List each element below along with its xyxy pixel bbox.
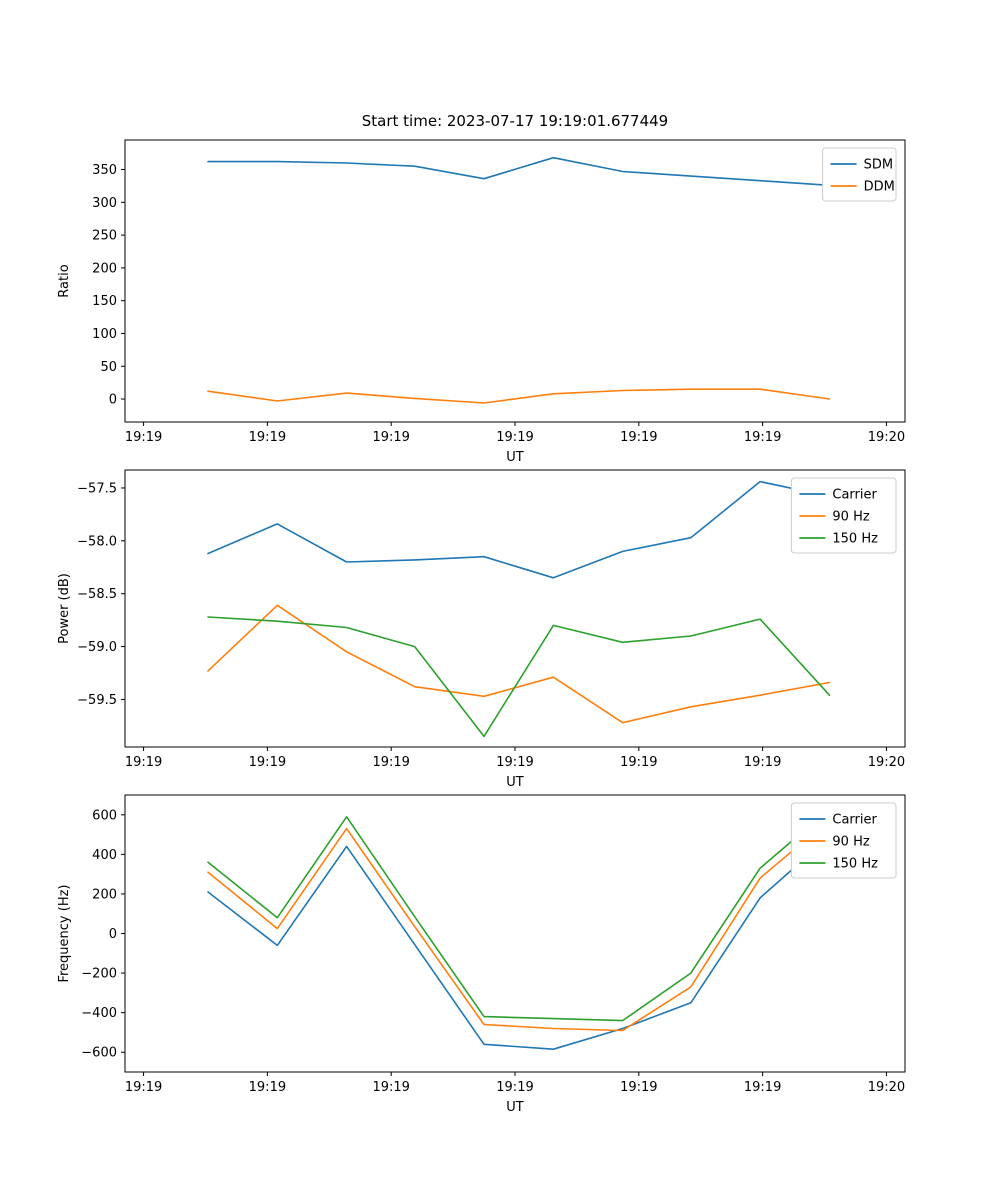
y-tick-label: −57.5 bbox=[77, 481, 117, 496]
legend-label: 150 Hz bbox=[832, 857, 878, 872]
y-tick-label: 600 bbox=[92, 808, 117, 823]
x-tick-label: 19:20 bbox=[868, 430, 905, 445]
x-tick-label: 19:19 bbox=[744, 755, 781, 770]
x-tick-label: 19:19 bbox=[620, 430, 657, 445]
x-tick-label: 19:19 bbox=[249, 1080, 286, 1095]
y-tick-label: −400 bbox=[81, 1006, 117, 1021]
ratio-x-axis-label: UT bbox=[506, 450, 524, 465]
y-tick-label: 200 bbox=[92, 887, 117, 902]
frequency-axes-frame bbox=[124, 794, 906, 1073]
ratio-legend: SDM DDM bbox=[822, 147, 897, 202]
y-tick-label: 0 bbox=[109, 393, 117, 408]
150-hz-line bbox=[207, 616, 831, 738]
x-tick-label: 19:19 bbox=[620, 1080, 657, 1095]
x-tick-label: 19:19 bbox=[496, 755, 533, 770]
legend-label: Carrier bbox=[832, 488, 877, 503]
y-tick-label: −58.0 bbox=[77, 534, 117, 549]
x-tick-label: 19:19 bbox=[496, 1080, 533, 1095]
legend-label: 90 Hz bbox=[832, 510, 869, 525]
y-tick-label: 300 bbox=[92, 196, 117, 211]
150-hz-line bbox=[207, 808, 831, 1022]
y-tick-label: −200 bbox=[81, 967, 117, 982]
x-tick-label: 19:19 bbox=[125, 430, 162, 445]
y-tick-label: 50 bbox=[100, 360, 117, 375]
legend-label: DDM bbox=[864, 180, 895, 195]
x-tick-label: 19:19 bbox=[372, 1080, 409, 1095]
y-tick-label: 400 bbox=[92, 848, 117, 863]
frequency-y-axis-label: Frequency (Hz) bbox=[57, 884, 72, 982]
frequency-legend: Carrier 90 Hz 150 Hz bbox=[790, 802, 897, 879]
x-tick-label: 19:19 bbox=[125, 755, 162, 770]
x-tick-label: 19:19 bbox=[249, 430, 286, 445]
90-hz-line bbox=[207, 818, 831, 1032]
figure-title: Start time: 2023-07-17 19:19:01.677449 bbox=[361, 112, 669, 130]
ratio-subplot: 19:19 19:19 19:19 19:19 19:19 19:19 19:20 0 50 10… bbox=[57, 139, 906, 465]
y-tick-label: −59.0 bbox=[77, 640, 117, 655]
y-tick-label: −58.5 bbox=[77, 587, 117, 602]
x-tick-label: 19:19 bbox=[372, 755, 409, 770]
legend-box bbox=[822, 147, 897, 202]
legend-label: 90 Hz bbox=[832, 835, 869, 850]
y-tick-label: −600 bbox=[81, 1046, 117, 1061]
x-tick-label: 19:19 bbox=[744, 1080, 781, 1095]
x-tick-label: 19:19 bbox=[620, 755, 657, 770]
x-tick-label: 19:20 bbox=[868, 1080, 905, 1095]
y-tick-label: −59.5 bbox=[77, 693, 117, 708]
ddm-line bbox=[207, 388, 831, 404]
carrier-line bbox=[207, 480, 831, 579]
y-tick-label: 150 bbox=[92, 294, 117, 309]
frequency-x-axis-label: UT bbox=[506, 1100, 524, 1115]
power-legend: Carrier 90 Hz 150 Hz bbox=[790, 477, 897, 554]
x-tick-label: 19:19 bbox=[372, 430, 409, 445]
legend-label: 150 Hz bbox=[832, 532, 878, 547]
legend-box bbox=[790, 802, 897, 879]
legend-label: SDM bbox=[864, 158, 893, 173]
sdm-line bbox=[207, 156, 831, 187]
power-x-axis-label: UT bbox=[506, 775, 524, 790]
y-tick-label: 0 bbox=[109, 927, 117, 942]
power-axes-frame bbox=[124, 469, 906, 748]
frequency-subplot: 19:19 19:19 19:19 19:19 19:19 19:19 19:20 600 40… bbox=[57, 794, 906, 1115]
x-tick-label: 19:20 bbox=[868, 755, 905, 770]
x-tick-label: 19:19 bbox=[249, 755, 286, 770]
y-tick-label: 100 bbox=[92, 327, 117, 342]
y-tick-label: 250 bbox=[92, 229, 117, 244]
power-subplot: 19:19 19:19 19:19 19:19 19:19 19:19 19:20 −57.5… bbox=[57, 469, 906, 790]
legend-box bbox=[790, 477, 897, 554]
y-tick-label: 200 bbox=[92, 261, 117, 276]
power-y-axis-label: Power (dB) bbox=[57, 573, 72, 644]
x-tick-label: 19:19 bbox=[496, 430, 533, 445]
ratio-y-axis-label: Ratio bbox=[57, 264, 72, 297]
x-tick-label: 19:19 bbox=[125, 1080, 162, 1095]
90-hz-line bbox=[207, 604, 831, 724]
y-tick-label: 350 bbox=[92, 163, 117, 178]
legend-label: Carrier bbox=[832, 813, 877, 828]
x-tick-label: 19:19 bbox=[744, 430, 781, 445]
carrier-line bbox=[207, 835, 831, 1050]
